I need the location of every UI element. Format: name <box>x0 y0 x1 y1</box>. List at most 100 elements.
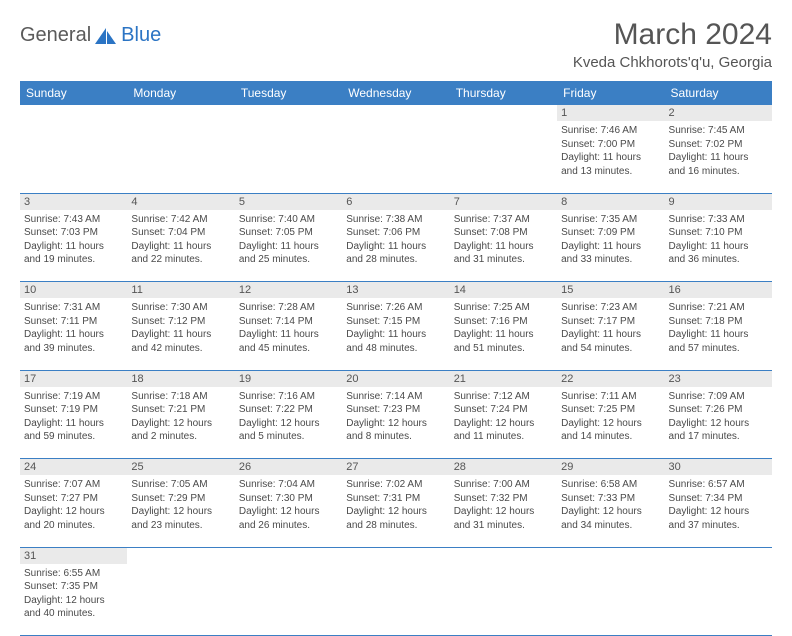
day-info-line: Sunrise: 7:02 AM <box>346 478 445 492</box>
week-4-num-row: 24252627282930 <box>20 459 772 476</box>
day-info-line: Daylight: 11 hours <box>561 151 660 165</box>
day-num: 16 <box>665 282 772 299</box>
logo-text-blue: Blue <box>121 24 161 47</box>
day-info-line: Daylight: 11 hours <box>346 240 445 254</box>
day-num: 17 <box>20 370 127 387</box>
day-info-line: Daylight: 12 hours <box>346 417 445 431</box>
day-info-line: Sunset: 7:09 PM <box>561 226 660 240</box>
day-info-line: Sunset: 7:10 PM <box>669 226 768 240</box>
day-info-line: and 34 minutes. <box>561 519 660 533</box>
day-info-line: and 8 minutes. <box>346 430 445 444</box>
day-info-line: and 45 minutes. <box>239 342 338 356</box>
day-header-row: SundayMondayTuesdayWednesdayThursdayFrid… <box>20 81 772 105</box>
day-info-line: Daylight: 11 hours <box>131 240 230 254</box>
header: GeneralBlue March 2024 Kveda Chkhorots'q… <box>20 18 772 71</box>
day-num: 7 <box>450 193 557 210</box>
week-2-num-row: 10111213141516 <box>20 282 772 299</box>
day-info-line: Sunset: 7:11 PM <box>24 315 123 329</box>
day-info-line: Sunrise: 7:38 AM <box>346 213 445 227</box>
day-info-line: Daylight: 11 hours <box>454 240 553 254</box>
week-5-num-row: 31 <box>20 547 772 564</box>
day-info-line: Sunset: 7:34 PM <box>669 492 768 506</box>
week-4-info-row: Sunrise: 7:07 AMSunset: 7:27 PMDaylight:… <box>20 475 772 547</box>
day-num <box>557 547 664 564</box>
day-info-line: and 25 minutes. <box>239 253 338 267</box>
day-info-line: Sunrise: 6:57 AM <box>669 478 768 492</box>
day-info-line: Daylight: 11 hours <box>239 328 338 342</box>
day-num: 20 <box>342 370 449 387</box>
day-cell: Sunrise: 7:31 AMSunset: 7:11 PMDaylight:… <box>20 298 127 370</box>
day-cell <box>235 564 342 636</box>
day-info-line: and 20 minutes. <box>24 519 123 533</box>
week-5-info-row: Sunrise: 6:55 AMSunset: 7:35 PMDaylight:… <box>20 564 772 636</box>
day-num: 10 <box>20 282 127 299</box>
day-info-line: Sunset: 7:16 PM <box>454 315 553 329</box>
day-info-line: and 16 minutes. <box>669 165 768 179</box>
day-info-line: Sunset: 7:32 PM <box>454 492 553 506</box>
month-title: March 2024 <box>573 18 772 52</box>
day-info-line: Sunset: 7:14 PM <box>239 315 338 329</box>
day-cell: Sunrise: 7:00 AMSunset: 7:32 PMDaylight:… <box>450 475 557 547</box>
day-info-line: and 51 minutes. <box>454 342 553 356</box>
day-num: 15 <box>557 282 664 299</box>
day-info-line: Sunset: 7:15 PM <box>346 315 445 329</box>
day-num: 28 <box>450 459 557 476</box>
week-0-num-row: 12 <box>20 105 772 121</box>
day-info-line: Sunrise: 7:40 AM <box>239 213 338 227</box>
day-info-line: Daylight: 11 hours <box>561 328 660 342</box>
day-info-line: Sunrise: 7:42 AM <box>131 213 230 227</box>
day-info-line: Sunrise: 7:23 AM <box>561 301 660 315</box>
day-info-line: and 2 minutes. <box>131 430 230 444</box>
day-info-line: Sunset: 7:24 PM <box>454 403 553 417</box>
day-info-line: Sunset: 7:05 PM <box>239 226 338 240</box>
day-info-line: Sunset: 7:02 PM <box>669 138 768 152</box>
day-info-line: Sunset: 7:33 PM <box>561 492 660 506</box>
week-1-num-row: 3456789 <box>20 193 772 210</box>
day-num: 31 <box>20 547 127 564</box>
day-cell: Sunrise: 7:12 AMSunset: 7:24 PMDaylight:… <box>450 387 557 459</box>
day-info-line: and 28 minutes. <box>346 519 445 533</box>
day-header-friday: Friday <box>557 81 664 105</box>
day-info-line: Daylight: 12 hours <box>454 417 553 431</box>
day-info-line: Daylight: 12 hours <box>239 417 338 431</box>
day-info-line: and 11 minutes. <box>454 430 553 444</box>
day-info-line: Sunrise: 7:09 AM <box>669 390 768 404</box>
day-info-line: and 59 minutes. <box>24 430 123 444</box>
day-info-line: Daylight: 12 hours <box>454 505 553 519</box>
day-num <box>235 105 342 121</box>
day-info-line: Sunrise: 7:19 AM <box>24 390 123 404</box>
day-num: 13 <box>342 282 449 299</box>
day-cell: Sunrise: 7:45 AMSunset: 7:02 PMDaylight:… <box>665 121 772 193</box>
day-num: 2 <box>665 105 772 121</box>
day-info-line: and 22 minutes. <box>131 253 230 267</box>
day-info-line: and 57 minutes. <box>669 342 768 356</box>
day-header-thursday: Thursday <box>450 81 557 105</box>
day-info-line: and 13 minutes. <box>561 165 660 179</box>
day-info-line: and 42 minutes. <box>131 342 230 356</box>
day-cell: Sunrise: 7:26 AMSunset: 7:15 PMDaylight:… <box>342 298 449 370</box>
day-info-line: Daylight: 11 hours <box>561 240 660 254</box>
day-info-line: and 31 minutes. <box>454 519 553 533</box>
day-info-line: Daylight: 12 hours <box>669 417 768 431</box>
day-cell: Sunrise: 7:23 AMSunset: 7:17 PMDaylight:… <box>557 298 664 370</box>
day-cell <box>557 564 664 636</box>
day-cell: Sunrise: 6:55 AMSunset: 7:35 PMDaylight:… <box>20 564 127 636</box>
day-info-line: Sunrise: 7:00 AM <box>454 478 553 492</box>
day-info-line: Daylight: 11 hours <box>669 328 768 342</box>
day-num: 26 <box>235 459 342 476</box>
day-cell <box>235 121 342 193</box>
week-3-info-row: Sunrise: 7:19 AMSunset: 7:19 PMDaylight:… <box>20 387 772 459</box>
day-num <box>342 547 449 564</box>
day-cell: Sunrise: 7:25 AMSunset: 7:16 PMDaylight:… <box>450 298 557 370</box>
day-info-line: Sunset: 7:26 PM <box>669 403 768 417</box>
day-info-line: and 28 minutes. <box>346 253 445 267</box>
day-num: 22 <box>557 370 664 387</box>
day-info-line: and 33 minutes. <box>561 253 660 267</box>
day-info-line: Sunset: 7:21 PM <box>131 403 230 417</box>
day-cell: Sunrise: 7:14 AMSunset: 7:23 PMDaylight:… <box>342 387 449 459</box>
day-num: 24 <box>20 459 127 476</box>
day-num: 8 <box>557 193 664 210</box>
day-num <box>20 105 127 121</box>
day-info-line: and 37 minutes. <box>669 519 768 533</box>
week-2-info-row: Sunrise: 7:31 AMSunset: 7:11 PMDaylight:… <box>20 298 772 370</box>
